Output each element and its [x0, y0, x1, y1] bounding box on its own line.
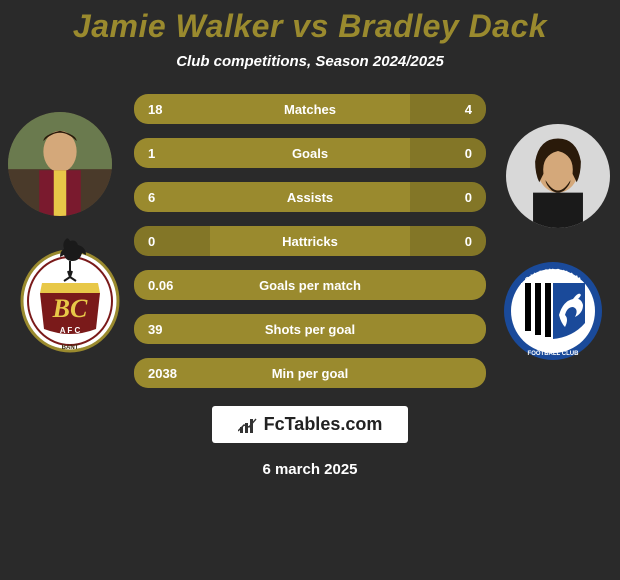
- svg-text:BC: BC: [52, 294, 88, 323]
- player-left-svg: [8, 112, 112, 216]
- stat-label: Assists: [210, 182, 410, 212]
- branding-badge: FcTables.com: [212, 406, 409, 443]
- stat-label: Hattricks: [210, 226, 410, 256]
- stat-row: 39Shots per goal: [134, 314, 486, 344]
- stat-right-value: [410, 270, 486, 300]
- stat-right-value: 4: [410, 94, 486, 124]
- club-right-crest: GILLINGHAM FOOTBALL CLUB: [500, 258, 606, 364]
- stat-left-value: 18: [134, 94, 210, 124]
- stat-row: 2038Min per goal: [134, 358, 486, 388]
- stat-label: Shots per goal: [210, 314, 410, 344]
- stat-left-value: 6: [134, 182, 210, 212]
- stat-right-value: 0: [410, 138, 486, 168]
- stat-row: 18Matches4: [134, 94, 486, 124]
- svg-text:FOOTBALL CLUB: FOOTBALL CLUB: [528, 351, 580, 357]
- stat-row: 0.06Goals per match: [134, 270, 486, 300]
- stat-left-value: 0: [134, 226, 210, 256]
- stat-left-value: 39: [134, 314, 210, 344]
- stat-left-value: 0.06: [134, 270, 210, 300]
- player-right-avatar: [506, 124, 610, 228]
- stat-right-value: 0: [410, 226, 486, 256]
- stat-row: 1Goals0: [134, 138, 486, 168]
- chart-icon: [238, 417, 258, 433]
- stat-right-value: 0: [410, 182, 486, 212]
- stat-row: 6Assists0: [134, 182, 486, 212]
- subtitle: Club competitions, Season 2024/2025: [176, 53, 444, 70]
- stat-right-value: [410, 314, 486, 344]
- stat-left-value: 2038: [134, 358, 210, 388]
- club-left-crest: BC A F C BANT: [18, 232, 122, 354]
- stats-section: 18Matches41Goals06Assists00Hattricks00.0…: [134, 94, 486, 388]
- stat-right-value: [410, 358, 486, 388]
- stat-label: Min per goal: [210, 358, 410, 388]
- svg-text:A F C: A F C: [60, 326, 81, 335]
- player-left-avatar: [8, 112, 112, 216]
- club-left-svg: BC A F C BANT: [20, 233, 120, 353]
- branding-text: FcTables.com: [264, 414, 383, 435]
- svg-text:BANT: BANT: [62, 345, 79, 351]
- player-right-svg: [506, 124, 610, 228]
- date-text: 6 march 2025: [262, 461, 357, 478]
- page-title: Jamie Walker vs Bradley Dack: [73, 8, 547, 45]
- stat-left-value: 1: [134, 138, 210, 168]
- stat-label: Goals per match: [210, 270, 410, 300]
- stat-row: 0Hattricks0: [134, 226, 486, 256]
- stat-label: Goals: [210, 138, 410, 168]
- club-right-svg: GILLINGHAM FOOTBALL CLUB: [503, 261, 603, 361]
- stat-label: Matches: [210, 94, 410, 124]
